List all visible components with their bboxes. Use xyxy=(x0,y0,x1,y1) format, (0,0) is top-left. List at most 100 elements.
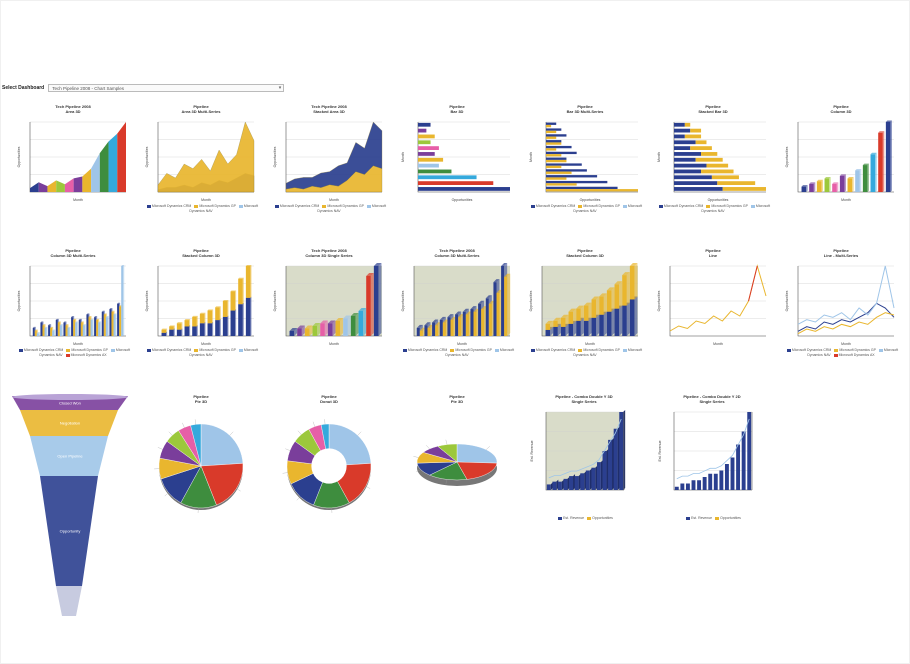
bar xyxy=(169,326,174,330)
bar xyxy=(176,323,182,330)
bar-side xyxy=(84,324,86,336)
legend-swatch xyxy=(530,204,535,208)
legend-entry: Microsoft Dynamics GP xyxy=(199,348,236,352)
bar xyxy=(418,122,431,127)
bar xyxy=(680,483,685,490)
dashboard-select[interactable]: Tech Pipeline 2008 - Chart Samples ▾ xyxy=(48,84,285,92)
bar xyxy=(496,292,500,336)
bar xyxy=(546,148,557,151)
bar-side xyxy=(242,277,244,305)
bar-side xyxy=(550,326,554,336)
bar xyxy=(557,481,562,490)
legend-swatch xyxy=(146,204,151,208)
bar-top xyxy=(481,306,488,310)
bar-top xyxy=(176,322,183,324)
y-axis-label: Opportunities xyxy=(17,290,21,311)
bar xyxy=(546,171,572,174)
bar-top xyxy=(432,319,439,323)
area-segment xyxy=(99,141,109,192)
bar xyxy=(297,328,302,336)
chart-subtitle: Line - Multi-Series xyxy=(823,253,859,258)
legend-entry: Microsoft Dynamics CRM xyxy=(791,348,832,352)
chart-title: Pipeline xyxy=(577,248,593,253)
bar-top xyxy=(458,314,465,318)
bar-side xyxy=(250,265,252,298)
bar-top xyxy=(870,152,877,155)
bar xyxy=(546,151,577,155)
bar-top xyxy=(169,325,175,327)
bar-top xyxy=(416,324,423,328)
bar-side xyxy=(347,315,351,336)
x-axis-label: Month xyxy=(841,198,851,202)
chart-svg: Month Opportunities xyxy=(273,263,382,346)
legend-swatch xyxy=(833,353,838,357)
bar xyxy=(685,483,690,490)
bar xyxy=(78,319,81,336)
bar xyxy=(238,304,243,336)
bar xyxy=(75,322,78,336)
legend-swatch xyxy=(110,348,115,352)
chart-legend: Microsoft Dynamics CRM Microsoft Dynamics… xyxy=(782,348,900,358)
bar-side xyxy=(212,322,214,336)
bar-side xyxy=(378,263,382,336)
x-axis-label: Month xyxy=(457,342,467,346)
bar xyxy=(816,181,822,192)
bar-top xyxy=(312,323,321,326)
chart-subtitle: Single Series xyxy=(571,399,597,404)
bar-side xyxy=(612,437,615,490)
chart-tile: Pipeline Line - Multi-Series Month Opportun… xyxy=(782,248,900,380)
bar-top xyxy=(373,263,382,266)
bar xyxy=(501,266,505,336)
pie-svg xyxy=(154,419,244,513)
bar xyxy=(574,476,579,490)
bar xyxy=(546,134,567,137)
bar-top xyxy=(96,318,100,320)
pie-leader-line xyxy=(282,472,288,474)
bar-side xyxy=(565,314,569,327)
chart-svg: Month Opportunities xyxy=(785,265,895,346)
bar xyxy=(560,326,566,336)
chart-tile: Pipeline Column 3D Multi-Series Month Oppor… xyxy=(14,248,132,380)
legend-swatch xyxy=(578,348,583,352)
bar xyxy=(418,134,435,139)
legend-entry: Microsoft Dynamics NAV xyxy=(189,204,259,213)
pie-chart-tile: Pipeline Donut 3D xyxy=(270,394,388,524)
bar xyxy=(585,470,590,490)
chart-title: Pipeline xyxy=(193,394,209,399)
bar xyxy=(713,473,718,490)
bar-side xyxy=(309,325,313,336)
bar-top xyxy=(32,326,36,328)
bar xyxy=(568,311,574,324)
bar-side xyxy=(550,482,553,490)
bar-side xyxy=(219,306,221,321)
bar xyxy=(546,140,562,143)
legend-entry: Microsoft Dynamics AX xyxy=(70,353,107,357)
pie-leader-line xyxy=(194,419,196,425)
bar xyxy=(569,476,574,490)
bar-top xyxy=(103,313,107,315)
bar xyxy=(674,146,691,150)
funnel-label: Opportunity xyxy=(60,529,81,534)
bar xyxy=(546,142,562,145)
bar-side xyxy=(227,315,229,336)
bar xyxy=(343,318,348,336)
bar-top xyxy=(199,312,206,314)
chart-title: Tech Pipeline 2008 xyxy=(439,248,475,253)
chart-subtitle: Stacked Area 3D xyxy=(313,109,345,114)
bar xyxy=(42,325,45,336)
axis-line xyxy=(285,266,382,337)
bar-side xyxy=(565,323,569,336)
bar-side xyxy=(189,325,191,336)
bar-side xyxy=(107,316,109,336)
bar-side xyxy=(578,474,581,490)
bar-top xyxy=(614,281,623,285)
legend-entry: Microsoft Dynamics CRM xyxy=(279,204,320,208)
chart-subtitle: Column 3D Single Series xyxy=(305,253,353,258)
bar-top xyxy=(335,318,344,321)
bar xyxy=(546,154,562,157)
bar-top xyxy=(855,168,862,171)
legend-entry: Microsoft Dynamics NAV xyxy=(39,348,131,357)
bar xyxy=(619,412,624,490)
bar xyxy=(674,169,702,174)
chart-legend: Microsoft Dynamics CRM Microsoft Dynamics… xyxy=(142,204,260,214)
